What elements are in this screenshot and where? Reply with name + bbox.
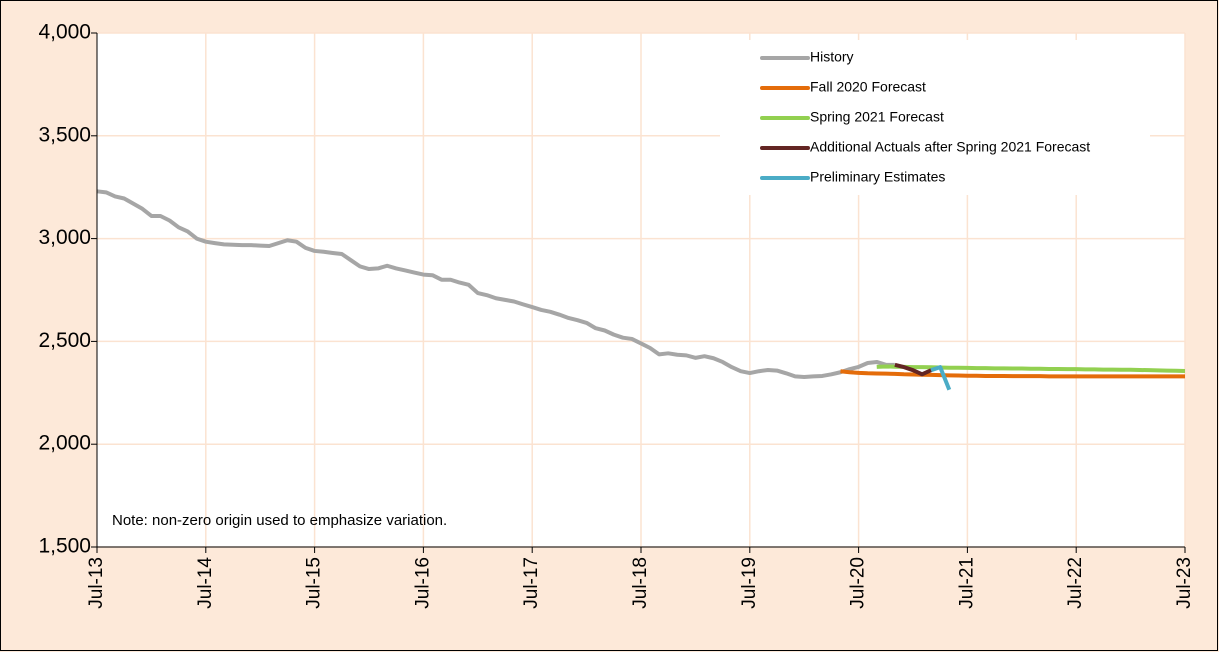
axes: 1,500 2,000 2,500 3,000 3,500 4,000 Jul-13 Jul-… xyxy=(38,21,1195,609)
y-tick-label: 3,000 xyxy=(38,226,91,249)
series-line xyxy=(96,189,895,379)
x-tick-label: Jul-22 xyxy=(1065,557,1086,609)
x-tick-label: Jul-14 xyxy=(195,557,216,609)
x-tick-label: Jul-15 xyxy=(304,557,325,609)
legend: History Fall 2020 Forecast Spring 2021 For… xyxy=(760,49,1090,185)
y-tick-label: 2,000 xyxy=(38,432,91,455)
x-tick-label: Jul-18 xyxy=(630,557,651,609)
legend-label: Fall 2020 Forecast xyxy=(810,79,926,95)
lines xyxy=(96,189,1186,391)
y-tick-label: 4,000 xyxy=(38,21,91,44)
annotation: Note: non-zero origin used to emphasize … xyxy=(112,512,447,529)
grid xyxy=(97,32,1186,548)
x-tick-label: Jul-20 xyxy=(848,557,869,609)
x-tick-label: Jul-17 xyxy=(521,557,542,609)
legend-label: Spring 2021 Forecast xyxy=(810,109,944,125)
series-line xyxy=(840,369,1185,379)
x-tick-label: Jul-16 xyxy=(412,557,433,609)
legend-label: History xyxy=(810,49,854,65)
series-line xyxy=(894,362,932,377)
y-tick-label: 1,500 xyxy=(38,535,91,558)
x-tick-label: Jul-21 xyxy=(956,557,977,609)
y-tick-label: 3,500 xyxy=(38,123,91,146)
y-tick-label: 2,500 xyxy=(38,329,91,352)
series-line xyxy=(876,364,1186,374)
x-tick-label: Jul-13 xyxy=(86,557,107,609)
x-tick-label: Jul-23 xyxy=(1174,557,1195,609)
series-line xyxy=(930,365,952,391)
legend-label: Preliminary Estimates xyxy=(810,169,945,185)
legend-label: Additional Actuals after Spring 2021 For… xyxy=(810,139,1090,155)
x-tick-label: Jul-19 xyxy=(739,557,760,609)
